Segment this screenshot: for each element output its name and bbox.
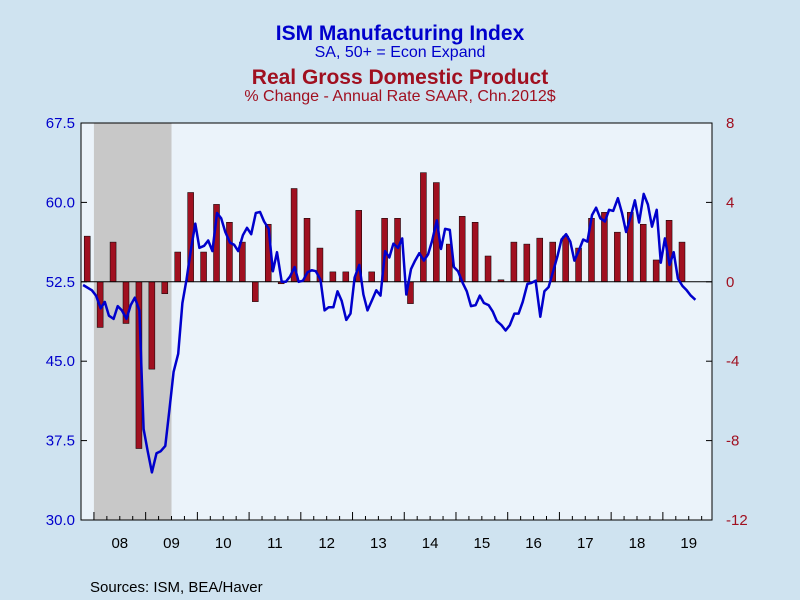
x-axis-label: 14	[422, 535, 439, 552]
x-axis-label: 16	[525, 535, 542, 552]
chart-subtitle-gdp: % Change - Annual Rate SAAR, Chn.2012$	[244, 88, 555, 105]
gdp-bar	[536, 237, 544, 283]
right-axis-tick-label: -4	[726, 353, 739, 370]
gdp-bar	[652, 259, 660, 283]
gdp-bar	[420, 172, 427, 283]
left-axis-tick-label: 37.5	[46, 433, 75, 450]
right-axis: 8 4 0 -4 -8 -12	[706, 115, 748, 529]
gdp-bar	[252, 281, 259, 302]
gdp-bar	[484, 255, 492, 283]
x-axis-label: 12	[318, 535, 335, 552]
right-axis-tick-label: 4	[726, 194, 734, 211]
x-axis-label: 18	[629, 535, 646, 552]
plot-frame	[80, 122, 713, 521]
gdp-bar	[200, 251, 207, 283]
gdp-bar	[614, 231, 621, 283]
x-axis-label: 15	[473, 535, 490, 552]
gdp-bar	[83, 235, 91, 283]
gdp-bar	[639, 223, 647, 283]
x-axis-label: 13	[370, 535, 387, 552]
plot-area	[81, 123, 712, 520]
ism-line	[82, 192, 697, 474]
x-axis-label: 17	[577, 535, 594, 552]
x-axis-label: 19	[680, 535, 697, 552]
gdp-bar	[458, 216, 466, 283]
right-axis-tick-label: -12	[726, 512, 748, 529]
right-axis-tick-label: 0	[726, 274, 734, 291]
gdp-bar	[109, 241, 117, 283]
x-axis-label: 11	[267, 535, 283, 552]
chart-title-gdp: Real Gross Domestic Product	[252, 66, 548, 89]
gdp-bar	[601, 212, 608, 283]
chart-subtitle-ism: SA, 50+ = Econ Expand	[315, 44, 486, 61]
gdp-bar	[174, 251, 181, 283]
gdp-bar	[342, 271, 350, 283]
gdp-bar	[226, 222, 233, 283]
gdp-bar	[471, 222, 479, 283]
right-axis-tick-label: 8	[726, 115, 734, 132]
gdp-bar	[148, 281, 156, 370]
x-axis-label: 10	[215, 535, 232, 552]
x-axis-label: 08	[111, 535, 128, 552]
x-axis-label: 09	[163, 535, 180, 552]
gdp-bar	[523, 243, 531, 283]
source-note: Sources: ISM, BEA/Haver	[90, 579, 263, 596]
chart-title-ism: ISM Manufacturing Index	[276, 22, 525, 45]
gdp-bar	[562, 235, 569, 283]
left-axis-tick-label: 60.0	[46, 194, 75, 211]
x-axis: 08 09 10 11 12 13 14 15 16 17 18 19	[93, 512, 703, 552]
gdp-bar	[510, 241, 518, 283]
gdp-bar	[394, 218, 401, 283]
left-axis-tick-label: 52.5	[46, 274, 75, 291]
gdp-bar	[329, 271, 337, 283]
left-axis-tick-label: 45.0	[46, 353, 75, 370]
left-axis-tick-label: 67.5	[46, 115, 75, 132]
gdp-bar	[368, 271, 375, 283]
left-axis-tick-label: 30.0	[46, 512, 75, 529]
gdp-bar	[161, 281, 169, 294]
recession-layer	[93, 123, 172, 520]
recession-shade	[93, 123, 172, 520]
left-axis: 67.5 60.0 52.5 45.0 37.5 30.0	[46, 115, 87, 529]
ism-line-layer	[82, 192, 697, 474]
right-axis-tick-label: -8	[726, 433, 739, 450]
gdp-bar	[678, 241, 686, 283]
